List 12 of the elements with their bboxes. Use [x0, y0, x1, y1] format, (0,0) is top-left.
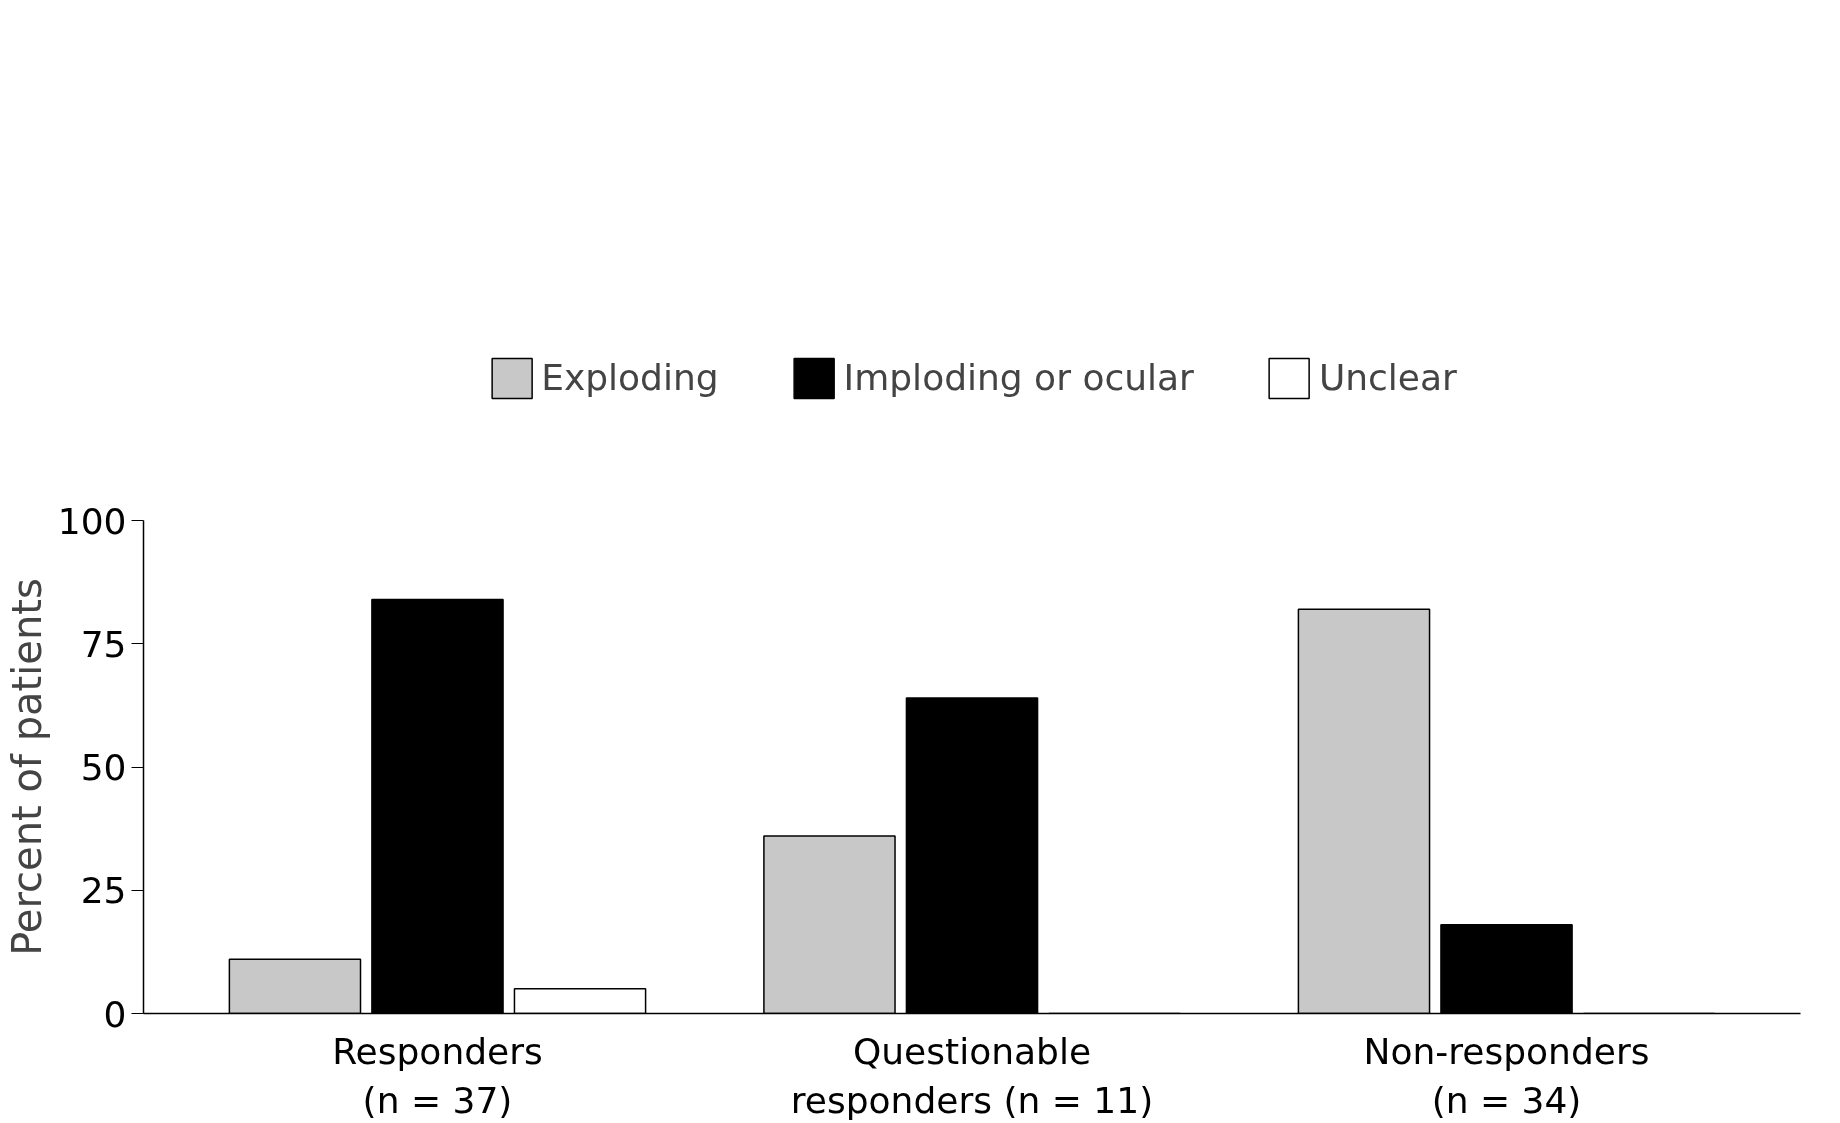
- x-tick-label: Responders (n = 37): [332, 1030, 543, 1121]
- y-tick-label: 100: [57, 500, 127, 542]
- legend-label: Exploding: [541, 357, 719, 398]
- x-tick-label: Non-responders (n = 34): [1363, 1030, 1650, 1121]
- legend-label: Unclear: [1318, 357, 1457, 398]
- legend-label: Imploding or ocular: [843, 357, 1194, 398]
- x-tick-label: Questionable responders (n = 11): [790, 1030, 1154, 1121]
- y-tick-label: 75: [80, 623, 127, 665]
- y-tick-label: 50: [80, 747, 127, 788]
- y-tick-label: 25: [80, 870, 127, 912]
- y-tick-label: 0: [103, 993, 127, 1035]
- y-axis-title: Percent of patients: [3, 578, 50, 956]
